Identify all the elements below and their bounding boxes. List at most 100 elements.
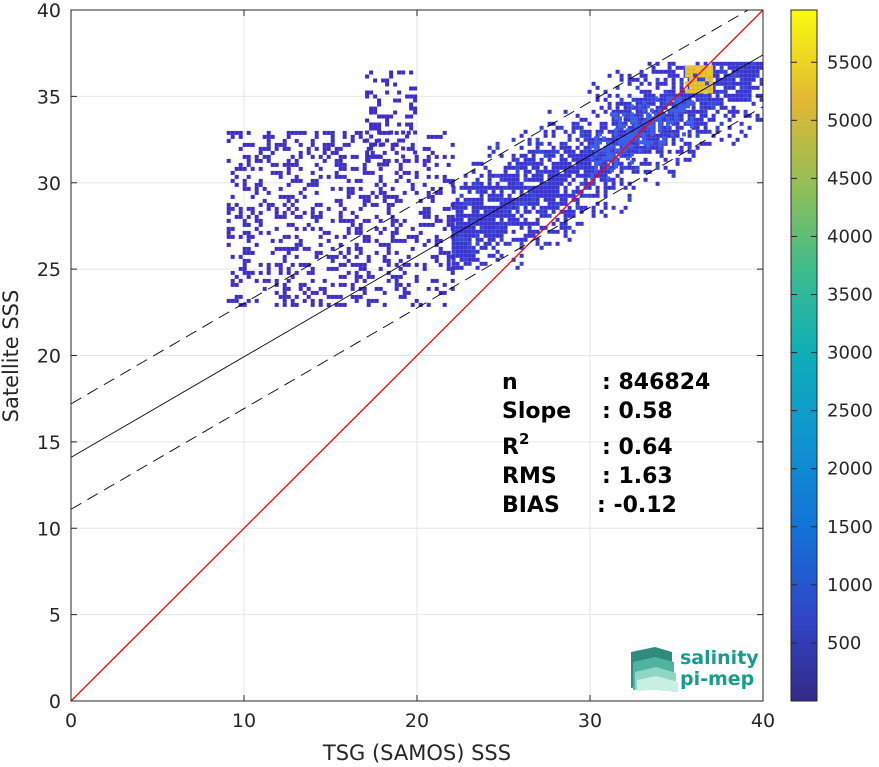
density-cell	[409, 122, 414, 127]
density-cell	[382, 226, 387, 231]
y-tick-label: 25	[37, 259, 61, 281]
density-cell	[655, 161, 660, 166]
density-cell	[555, 229, 560, 234]
density-cell	[547, 241, 552, 246]
density-cell	[254, 214, 259, 219]
density-cell	[278, 142, 283, 147]
density-cell	[274, 278, 279, 283]
density-cell	[286, 206, 291, 211]
density-cell	[531, 201, 536, 206]
density-cell	[398, 166, 403, 171]
density-cell	[747, 113, 752, 118]
density-cell	[479, 173, 484, 178]
density-cell	[671, 81, 676, 86]
density-cell	[266, 154, 271, 159]
density-cell	[594, 152, 598, 157]
density-cell	[695, 125, 700, 130]
density-cell	[365, 90, 370, 95]
density-cell	[567, 173, 572, 178]
density-cell	[539, 209, 544, 214]
fit-lower-line	[71, 106, 763, 510]
density-cell	[234, 166, 239, 171]
density-cell	[491, 213, 496, 218]
density-cell	[709, 85, 714, 90]
density-cell	[701, 65, 706, 70]
density-cell	[346, 258, 351, 263]
stat-r2-value: : 0.64	[602, 435, 673, 460]
density-cell	[442, 206, 447, 211]
density-cell	[607, 93, 612, 98]
density-cell	[723, 69, 728, 74]
density-cell	[274, 206, 279, 211]
density-cell	[409, 94, 414, 99]
density-cell	[655, 81, 660, 86]
y-axis-label: Satellite SSS	[0, 290, 23, 423]
density-cell	[563, 141, 568, 146]
density-cell	[551, 229, 556, 234]
density-cell	[598, 160, 602, 165]
density-cell	[610, 168, 614, 173]
density-cell	[434, 190, 439, 195]
density-cell	[286, 158, 291, 163]
density-cell	[639, 97, 644, 102]
density-cell	[491, 221, 496, 226]
density-cell	[254, 158, 259, 163]
density-cell	[631, 169, 636, 174]
density-cell	[365, 138, 370, 143]
density-cell	[242, 250, 247, 255]
density-cell	[274, 302, 279, 307]
density-cell	[455, 245, 460, 250]
density-cell	[739, 73, 744, 78]
density-cell	[619, 101, 624, 106]
density-cell	[254, 218, 259, 223]
density-cell	[619, 161, 624, 166]
density-cell	[563, 193, 568, 198]
density-cell	[402, 294, 407, 299]
density-cell	[338, 186, 343, 191]
density-cell	[286, 250, 291, 255]
density-cell	[599, 105, 604, 110]
density-cell	[603, 189, 608, 194]
density-cell	[511, 201, 516, 206]
density-cell	[527, 169, 532, 174]
density-cell	[374, 250, 379, 255]
density-cell	[487, 193, 492, 198]
density-cell	[731, 81, 736, 86]
density-cell	[338, 166, 343, 171]
density-cell	[618, 140, 622, 145]
density-cell	[743, 65, 748, 70]
density-cell	[314, 254, 319, 259]
density-cell	[527, 149, 532, 154]
density-cell	[354, 254, 359, 259]
density-cell	[358, 226, 363, 231]
density-cell	[739, 61, 744, 66]
density-cell	[338, 174, 343, 179]
density-cell	[322, 142, 327, 147]
density-cell	[459, 217, 464, 222]
density-cell	[507, 205, 512, 210]
density-cell	[607, 185, 612, 190]
density-cell	[587, 129, 592, 134]
density-cell	[366, 218, 371, 223]
density-cell	[567, 137, 572, 142]
density-cell	[495, 193, 500, 198]
density-cell	[551, 149, 556, 154]
density-cell	[671, 77, 676, 82]
density-cell	[397, 98, 402, 103]
density-cell	[671, 137, 676, 142]
density-cell	[290, 194, 295, 199]
density-cell	[455, 261, 460, 266]
density-cell	[619, 77, 624, 82]
density-cell	[547, 193, 552, 198]
density-cell	[366, 302, 371, 307]
density-cell	[639, 101, 644, 106]
density-cell	[743, 61, 748, 66]
density-cell	[479, 229, 484, 234]
density-cell	[393, 110, 398, 115]
density-cell	[338, 158, 343, 163]
density-cell	[523, 217, 528, 222]
density-cell	[693, 77, 698, 82]
density-cell	[563, 165, 568, 170]
density-cell	[495, 233, 500, 238]
density-cell	[397, 70, 402, 75]
